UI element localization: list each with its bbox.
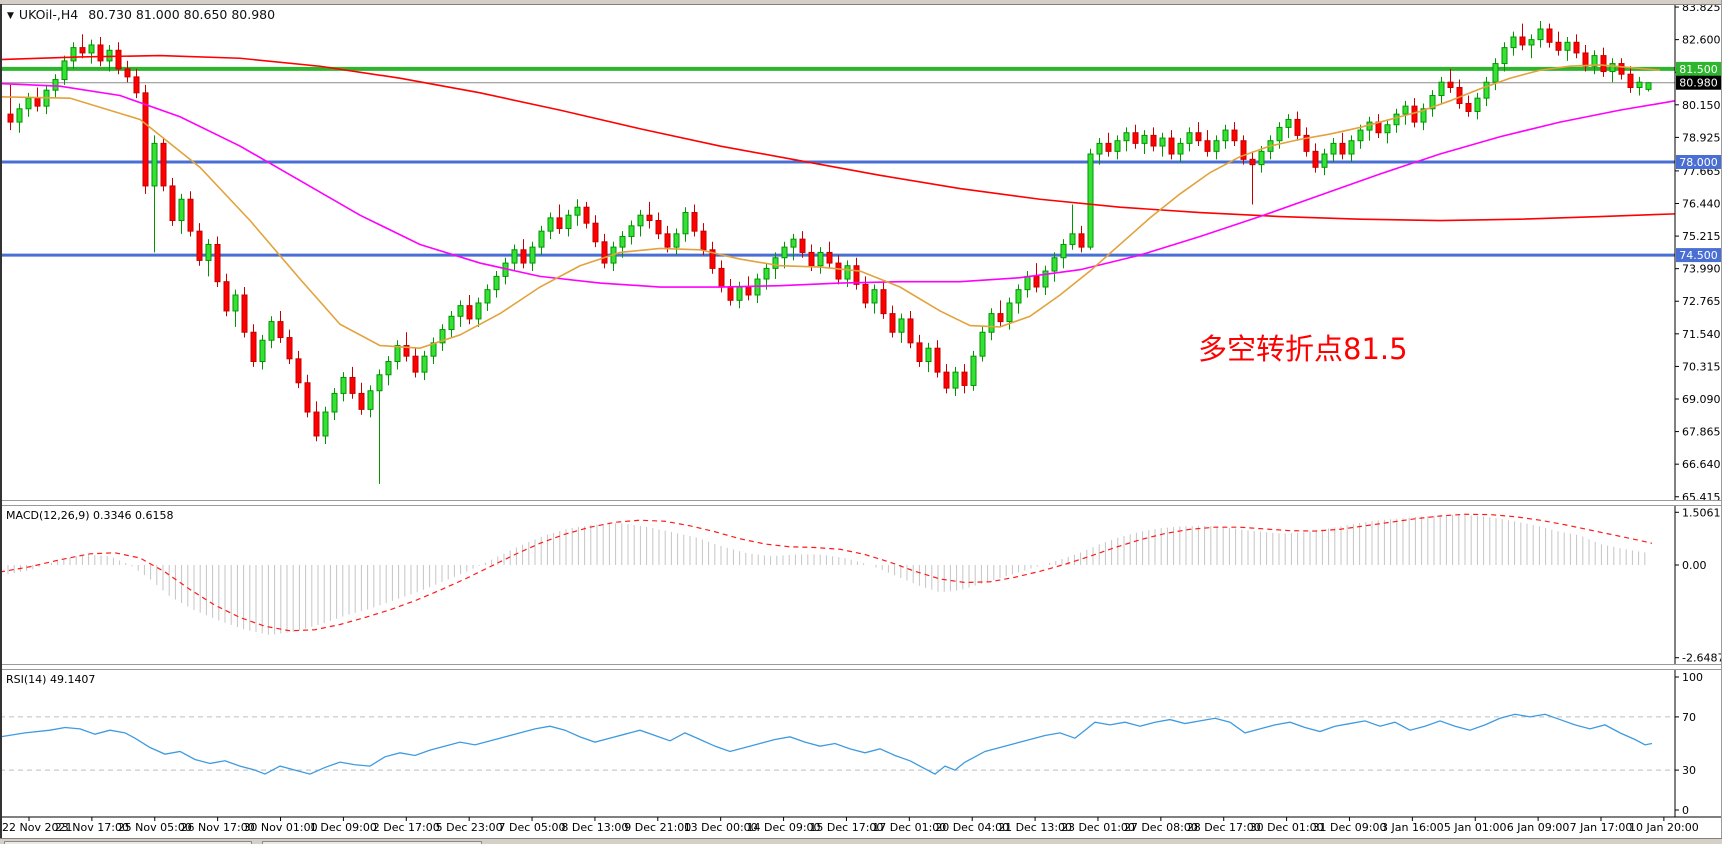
svg-text:-2.6487: -2.6487 xyxy=(1682,652,1722,665)
svg-text:5 Dec 23:00: 5 Dec 23:00 xyxy=(436,821,503,834)
svg-text:72.765: 72.765 xyxy=(1682,295,1721,308)
svg-text:70.315: 70.315 xyxy=(1682,360,1721,373)
svg-text:6 Jan 09:00: 6 Jan 09:00 xyxy=(1507,821,1570,834)
annotation-text[interactable]: 多空转折点81.5 xyxy=(1198,332,1408,366)
svg-text:27 Dec 08:00: 27 Dec 08:00 xyxy=(1124,821,1198,834)
svg-text:21 Dec 13:00: 21 Dec 13:00 xyxy=(998,821,1072,834)
svg-text:20 Dec 04:00: 20 Dec 04:00 xyxy=(935,821,1009,834)
price-badge: 78.000 xyxy=(1676,154,1721,169)
svg-text:22 Nov 2021: 22 Nov 2021 xyxy=(2,821,72,834)
horizontal-lines[interactable] xyxy=(0,66,1675,257)
panel-divider-rsi[interactable] xyxy=(0,664,1722,670)
svg-text:10 Jan 20:00: 10 Jan 20:00 xyxy=(1629,821,1699,834)
symbol-timeframe-label: UKOil-,H4 xyxy=(18,7,79,22)
svg-text:82.600: 82.600 xyxy=(1682,34,1721,47)
svg-text:23 Dec 01:00: 23 Dec 01:00 xyxy=(1061,821,1135,834)
svg-text:70: 70 xyxy=(1682,711,1696,724)
window-left-border xyxy=(0,4,2,838)
svg-text:66.640: 66.640 xyxy=(1682,458,1721,471)
price-badge: 80.980 xyxy=(1676,75,1721,90)
svg-text:28 Dec 17:00: 28 Dec 17:00 xyxy=(1187,821,1261,834)
collapse-indicators-icon[interactable]: ▼ xyxy=(7,11,14,21)
svg-text:100: 100 xyxy=(1682,671,1703,684)
svg-text:0: 0 xyxy=(1682,804,1689,817)
svg-text:1 Dec 09:00: 1 Dec 09:00 xyxy=(310,821,377,834)
svg-text:25 Nov 05:00: 25 Nov 05:00 xyxy=(118,821,192,834)
svg-text:30 Dec 01:00: 30 Dec 01:00 xyxy=(1250,821,1324,834)
svg-text:14 Dec 09:00: 14 Dec 09:00 xyxy=(747,821,821,834)
macd-indicator-label: MACD(12,26,9) 0.3346 0.6158 xyxy=(6,509,174,522)
svg-text:26 Nov 17:00: 26 Nov 17:00 xyxy=(181,821,255,834)
rsi-panel[interactable] xyxy=(0,713,1675,775)
svg-text:69.090: 69.090 xyxy=(1682,393,1721,406)
ohlc-values: 80.730 81.000 80.650 80.980 xyxy=(88,7,276,22)
svg-text:80.980: 80.980 xyxy=(1679,77,1718,90)
svg-text:30 Nov 01:00: 30 Nov 01:00 xyxy=(243,821,317,834)
window-top-border xyxy=(0,0,1722,5)
ma-slow-red xyxy=(0,54,1676,222)
svg-text:5 Jan 01:00: 5 Jan 01:00 xyxy=(1444,821,1507,834)
candles[interactable] xyxy=(7,21,1652,484)
svg-text:7 Dec 05:00: 7 Dec 05:00 xyxy=(499,821,566,834)
svg-text:78.925: 78.925 xyxy=(1682,131,1721,144)
chart-title: ▼ UKOil-,H4 80.730 81.000 80.650 80.980 xyxy=(7,7,275,22)
svg-text:23 Nov 17:00: 23 Nov 17:00 xyxy=(55,821,129,834)
svg-text:17 Dec 01:00: 17 Dec 01:00 xyxy=(872,821,946,834)
price-badge: 81.500 xyxy=(1676,61,1721,76)
svg-text:74.500: 74.500 xyxy=(1679,249,1718,262)
svg-text:8 Dec 13:00: 8 Dec 13:00 xyxy=(561,821,628,834)
price-badge: 74.500 xyxy=(1676,248,1721,263)
macd-panel[interactable] xyxy=(0,513,1653,635)
price-axis: 83.82582.60081.37580.15078.92577.66576.4… xyxy=(1674,1,1722,838)
macd-signal-line xyxy=(0,513,1653,632)
svg-text:67.865: 67.865 xyxy=(1682,426,1721,439)
svg-text:31 Dec 09:00: 31 Dec 09:00 xyxy=(1312,821,1386,834)
svg-text:78.000: 78.000 xyxy=(1679,156,1718,169)
svg-text:73.990: 73.990 xyxy=(1682,263,1721,276)
svg-text:9 Dec 21:00: 9 Dec 21:00 xyxy=(624,821,691,834)
svg-text:2 Dec 17:00: 2 Dec 17:00 xyxy=(373,821,440,834)
svg-text:13 Dec 00:00: 13 Dec 00:00 xyxy=(684,821,758,834)
svg-text:81.500: 81.500 xyxy=(1679,63,1718,76)
ma-mid-magenta xyxy=(0,82,1676,288)
rsi-line xyxy=(0,713,1653,775)
bottom-tab-hint-2[interactable] xyxy=(262,841,482,844)
window-bottom-border xyxy=(0,838,1722,844)
svg-text:76.440: 76.440 xyxy=(1682,197,1721,210)
svg-text:75.215: 75.215 xyxy=(1682,230,1721,243)
svg-text:3 Jan 16:00: 3 Jan 16:00 xyxy=(1381,821,1444,834)
rsi-indicator-label: RSI(14) 49.1407 xyxy=(6,673,96,686)
svg-text:1.5061: 1.5061 xyxy=(1682,506,1721,519)
panel-divider-macd[interactable] xyxy=(0,500,1722,506)
bottom-tab-hint-1[interactable] xyxy=(4,841,252,844)
svg-text:80.150: 80.150 xyxy=(1682,99,1721,112)
svg-text:7 Jan 17:00: 7 Jan 17:00 xyxy=(1570,821,1633,834)
svg-text:15 Dec 17:00: 15 Dec 17:00 xyxy=(809,821,883,834)
ma-fast-orange xyxy=(0,64,1661,350)
svg-text:0.00: 0.00 xyxy=(1682,559,1707,572)
svg-text:71.540: 71.540 xyxy=(1682,328,1721,341)
svg-text:30: 30 xyxy=(1682,764,1696,777)
